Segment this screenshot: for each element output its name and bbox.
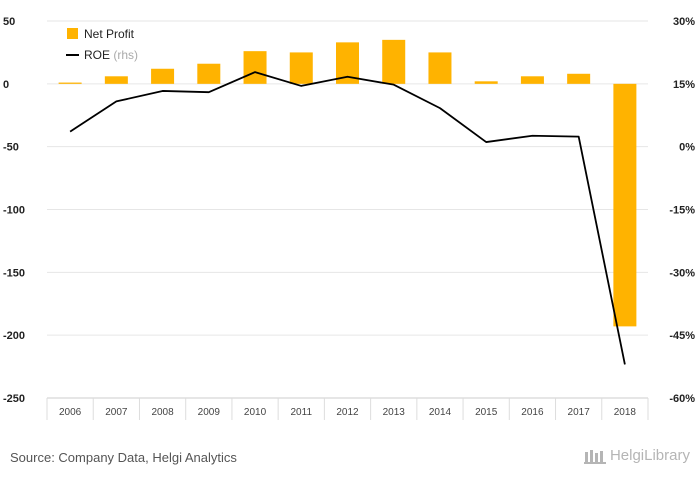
x-tick-label: 2012 <box>336 407 359 418</box>
right-tick-label: -60% <box>669 393 695 405</box>
bar-net-profit <box>336 42 359 84</box>
bar-net-profit <box>197 63 221 84</box>
left-tick-label: 50 <box>3 16 15 28</box>
chart-svg: 50 0 -50 -100 -150 -200 -250 30% 15% 0% -15% -30% -4… <box>3 16 695 420</box>
x-tick-label: 2010 <box>244 407 267 418</box>
chart: 50 0 -50 -100 -150 -200 -250 30% 15% 0% -15% -30% -4… <box>3 16 695 420</box>
legend-swatch-net-profit <box>67 28 78 39</box>
bar-net-profit <box>520 76 544 84</box>
x-tick-label: 2008 <box>151 407 174 418</box>
bar-net-profit <box>289 52 313 84</box>
line-roe <box>69 71 626 365</box>
x-tick-label: 2015 <box>475 407 498 418</box>
bar-net-profit <box>382 39 406 84</box>
x-tick-label: 2013 <box>383 407 406 418</box>
right-tick-label: -45% <box>669 330 695 342</box>
right-tick-label: 30% <box>673 16 695 28</box>
x-tick-label: 2006 <box>59 407 82 418</box>
left-tick-label: -250 <box>3 393 25 405</box>
bar-net-profit <box>243 51 267 84</box>
left-tick-label: -100 <box>3 205 25 217</box>
x-tick-label: 2014 <box>429 407 452 418</box>
bar-net-profit <box>58 82 82 84</box>
right-tick-label: 15% <box>673 79 695 91</box>
x-tick-label: 2016 <box>521 407 544 418</box>
right-tick-label: -30% <box>669 267 695 279</box>
legend-label-roe: ROE (rhs) <box>84 48 138 62</box>
legend-label-net-profit: Net Profit <box>84 27 135 41</box>
legend-label-roe-suffix: (rhs) <box>113 48 138 62</box>
brand-name: HelgiLibrary <box>609 447 690 464</box>
brand-logo: HelgiLibrary <box>583 447 690 464</box>
x-tick-label: 2011 <box>291 407 313 418</box>
x-tick-label: 2009 <box>198 407 221 418</box>
x-tick-label: 2017 <box>568 407 591 418</box>
right-tick-label: -15% <box>669 205 695 217</box>
bar-net-profit <box>613 83 637 327</box>
right-tick-label: 0% <box>679 142 695 154</box>
bar-net-profit <box>151 68 175 84</box>
x-tick-label: 2007 <box>105 407 128 418</box>
bar-net-profit <box>474 81 498 84</box>
left-tick-label: -150 <box>3 267 25 279</box>
bar-net-profit <box>428 52 452 84</box>
left-tick-label: 0 <box>3 79 9 91</box>
bar-net-profit <box>104 76 128 84</box>
bar-net-profit <box>567 73 591 84</box>
left-tick-label: -50 <box>3 142 19 154</box>
left-tick-label: -200 <box>3 330 25 342</box>
x-tick-label: 2018 <box>614 407 637 418</box>
source-note: Source: Company Data, Helgi Analytics <box>10 450 237 465</box>
library-icon <box>583 449 606 464</box>
